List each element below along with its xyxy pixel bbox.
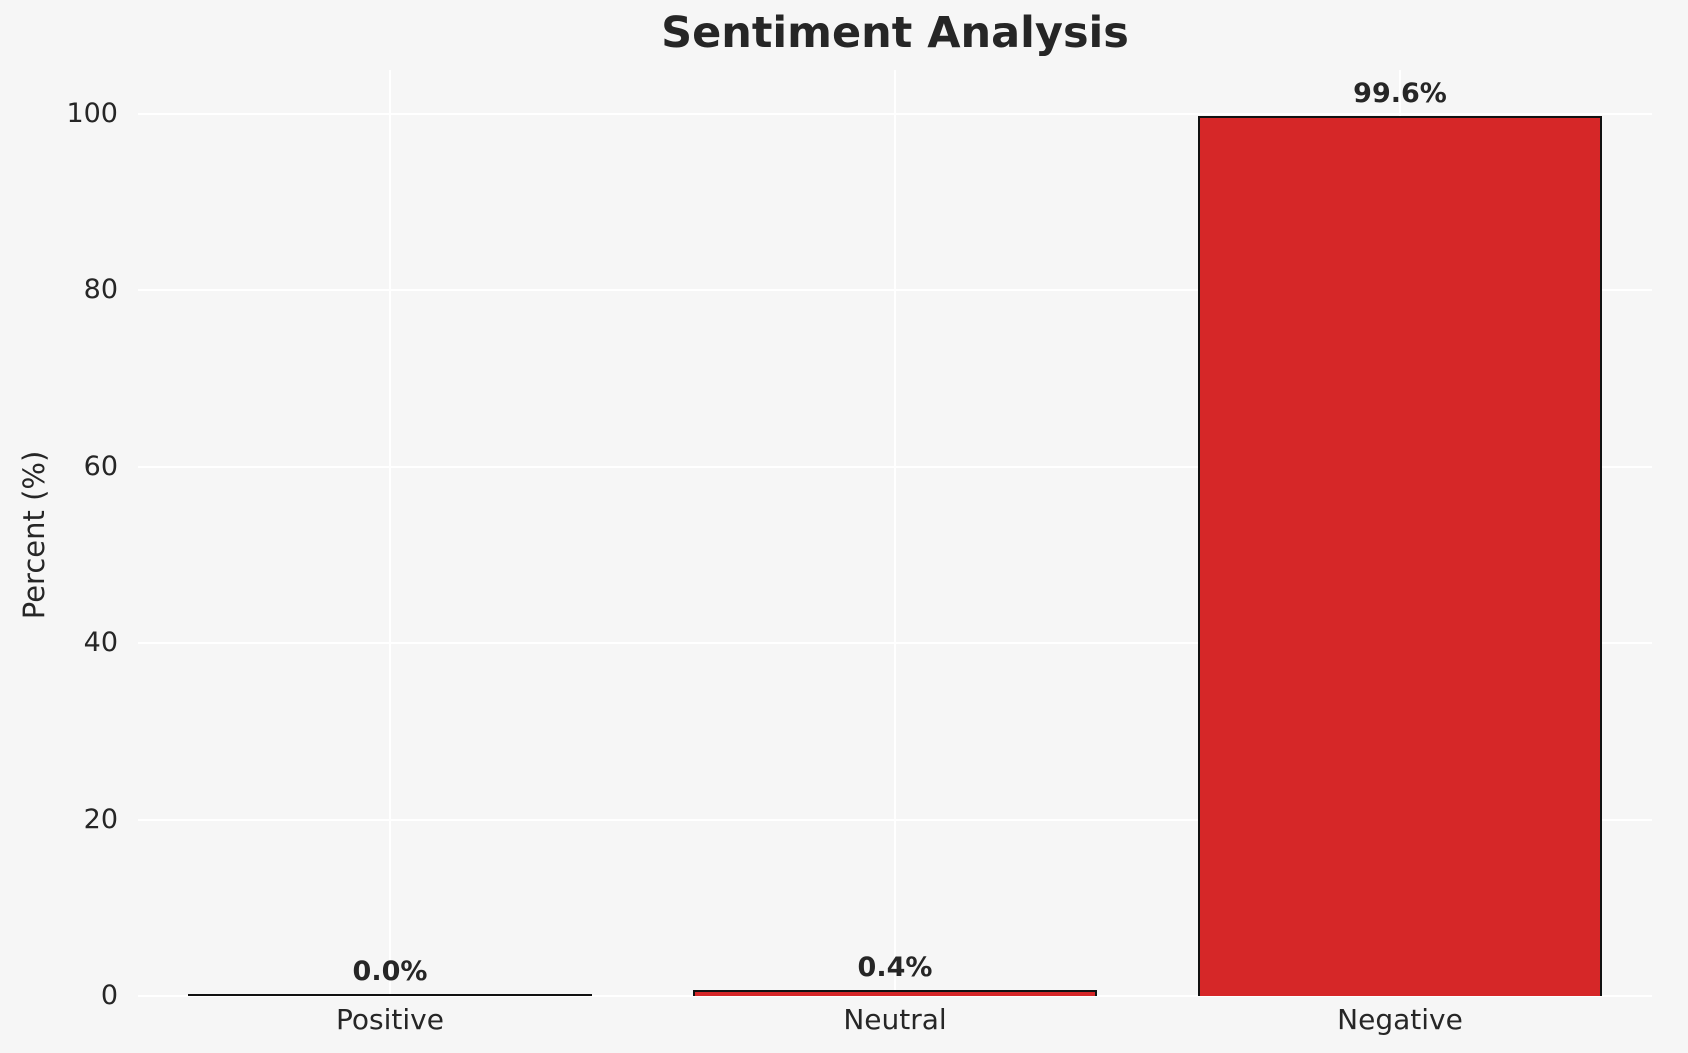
y-tick-label-20: 20: [83, 803, 118, 835]
value-label-neutral: 0.4%: [857, 952, 933, 983]
category-label-positive: Positive: [336, 1003, 444, 1036]
category-label-negative: Negative: [1337, 1003, 1463, 1036]
plot-area: [138, 70, 1652, 997]
bar-negative: [1198, 116, 1602, 996]
gridline-y-0: [138, 995, 1652, 997]
chart-title: Sentiment Analysis: [661, 8, 1129, 58]
y-tick-label-60: 60: [83, 450, 118, 482]
bar-neutral: [693, 990, 1097, 996]
bar-positive: [188, 994, 592, 996]
value-label-negative: 99.6%: [1353, 78, 1447, 109]
value-label-positive: 0.0%: [352, 956, 428, 987]
category-label-neutral: Neutral: [843, 1003, 947, 1036]
y-tick-label-40: 40: [83, 627, 118, 659]
y-tick-label-0: 0: [100, 980, 118, 1011]
y-tick-label-80: 80: [83, 274, 118, 306]
gridline-x-neutral: [894, 70, 896, 996]
gridline-x-positive: [389, 70, 391, 996]
y-tick-label-100: 100: [66, 98, 118, 130]
